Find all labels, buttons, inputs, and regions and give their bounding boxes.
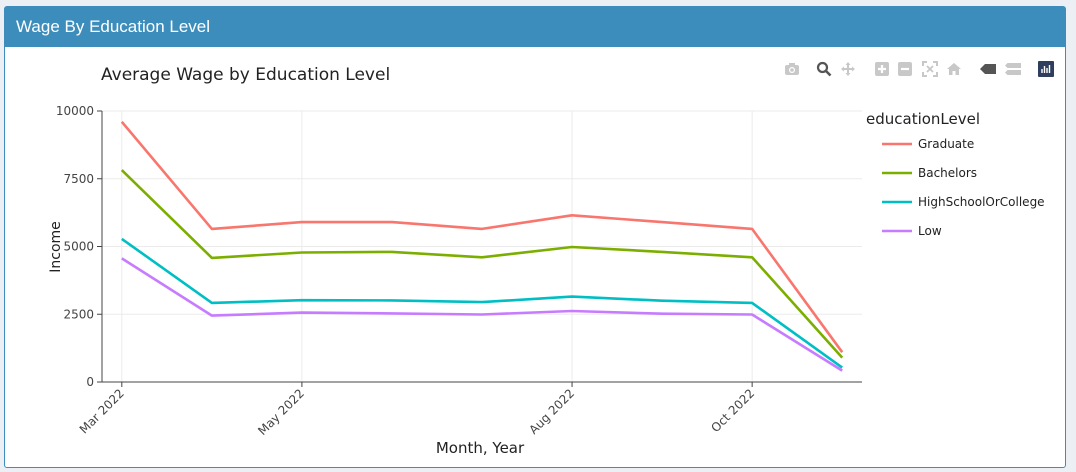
- y-tick-label: 2500: [63, 307, 94, 321]
- x-axis: Mar 2022 May 2022 Aug 2022 Oct 2022: [77, 381, 862, 438]
- legend-label: HighSchoolOrCollege: [918, 195, 1045, 209]
- y-axis: 0 2500 5000 7500 10000: [56, 104, 103, 389]
- hover-compare-icon[interactable]: [1004, 60, 1022, 78]
- series-line-low[interactable]: [121, 257, 843, 372]
- hover-closest-icon[interactable]: [979, 60, 997, 78]
- chart-container: Average Wage by Education Level 0 2500 500…: [5, 47, 1065, 467]
- reset-axes-icon[interactable]: [945, 60, 963, 78]
- x-tick-label: Aug 2022: [526, 386, 577, 437]
- chart-title: Average Wage by Education Level: [101, 65, 390, 85]
- series-lines[interactable]: [120, 120, 844, 372]
- legend-title: educationLevel: [866, 110, 980, 128]
- y-tick-label: 0: [86, 375, 94, 389]
- x-tick-label: Oct 2022: [708, 386, 757, 435]
- y-tick-label: 7500: [63, 172, 94, 186]
- grid-lines: [102, 110, 862, 383]
- wage-panel: Wage By Education Level Average Wage by …: [4, 6, 1066, 468]
- y-tick-label: 10000: [56, 104, 94, 118]
- legend-label: Low: [918, 224, 942, 238]
- zoom-icon[interactable]: [815, 60, 833, 78]
- series-line-graduate[interactable]: [120, 120, 844, 353]
- camera-icon[interactable]: [783, 60, 801, 78]
- legend-label: Bachelors: [918, 166, 977, 180]
- x-axis-title: Month, Year: [436, 439, 525, 457]
- zoom-in-icon[interactable]: [873, 60, 891, 78]
- pan-icon[interactable]: [839, 60, 857, 78]
- x-tick-label: Mar 2022: [77, 386, 127, 436]
- zoom-out-icon[interactable]: [896, 60, 914, 78]
- series-line-bachelors[interactable]: [120, 169, 844, 359]
- panel-title: Wage By Education Level: [16, 17, 211, 36]
- autoscale-icon[interactable]: [921, 60, 939, 78]
- x-tick-label: May 2022: [255, 386, 307, 438]
- panel-header: Wage By Education Level: [5, 7, 1065, 47]
- legend: Graduate Bachelors HighSchoolOrCollege Low: [882, 137, 1045, 238]
- line-chart[interactable]: Average Wage by Education Level 0 2500 500…: [5, 47, 1065, 467]
- legend-label: Graduate: [918, 137, 974, 151]
- plotly-logo-icon[interactable]: [1037, 60, 1055, 78]
- y-axis-title: Income: [48, 221, 64, 273]
- series-line-highschoolorcollege[interactable]: [121, 237, 843, 369]
- y-tick-label: 5000: [63, 240, 94, 254]
